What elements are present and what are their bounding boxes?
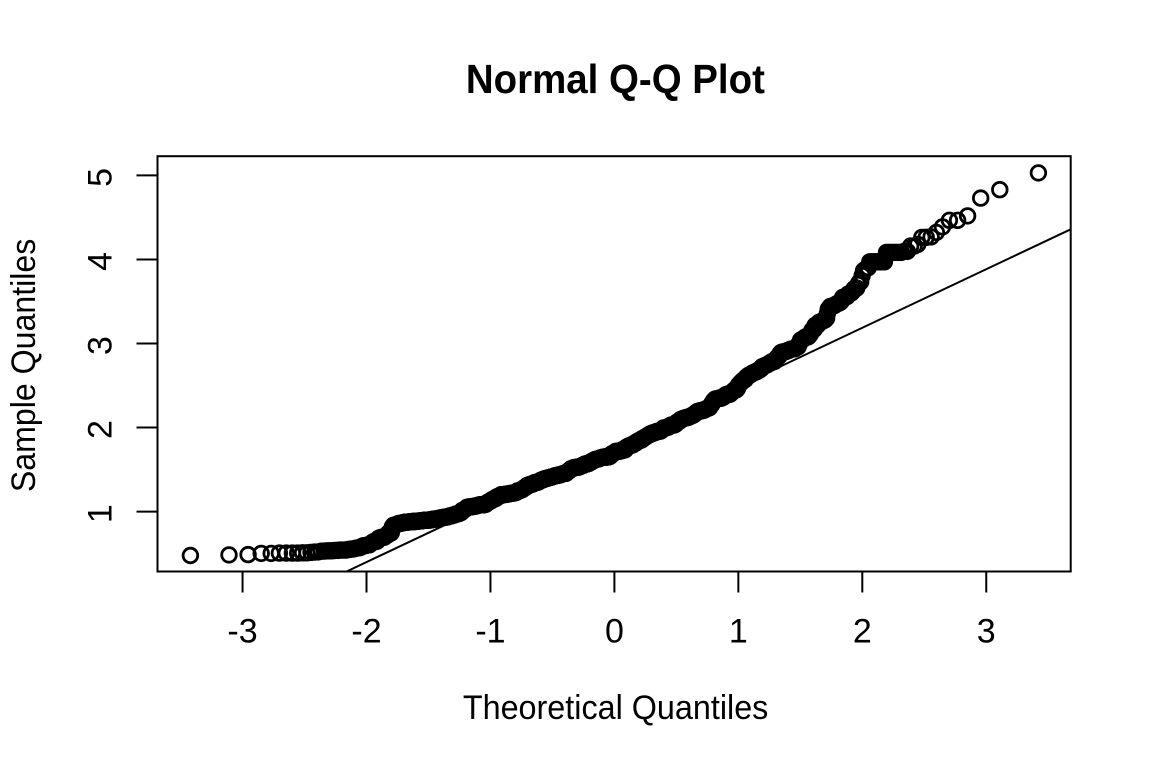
svg-text:3: 3 [977, 612, 996, 650]
svg-text:2: 2 [82, 420, 120, 439]
svg-text:4: 4 [82, 252, 120, 271]
svg-text:3: 3 [82, 336, 120, 355]
svg-text:-2: -2 [351, 612, 381, 650]
svg-text:2: 2 [853, 612, 872, 650]
svg-text:Normal Q-Q Plot: Normal Q-Q Plot [466, 56, 765, 102]
svg-text:Sample Quantiles: Sample Quantiles [5, 239, 43, 492]
svg-text:-1: -1 [475, 612, 505, 650]
svg-text:0: 0 [605, 612, 624, 650]
svg-text:-3: -3 [227, 612, 257, 650]
svg-text:1: 1 [729, 612, 748, 650]
svg-text:Theoretical Quantiles: Theoretical Quantiles [463, 689, 769, 727]
svg-text:1: 1 [82, 504, 120, 523]
svg-text:5: 5 [82, 168, 120, 187]
